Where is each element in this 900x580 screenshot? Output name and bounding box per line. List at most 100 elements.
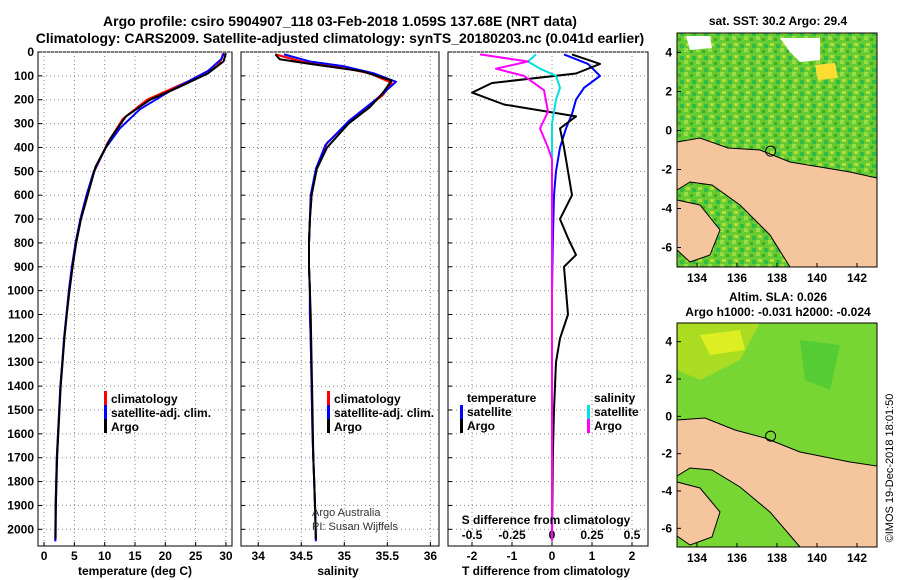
- float-position-marker: [765, 430, 777, 442]
- y-tick-label: 1500: [7, 403, 34, 417]
- y-tick-label: 1600: [7, 427, 34, 441]
- map-y-tick-label: 4: [665, 46, 672, 60]
- y-tick-label: 1800: [7, 475, 34, 489]
- y-tick-label: 1700: [7, 451, 34, 465]
- sla-low-patch: [800, 340, 840, 390]
- map-x-tick-label: 136: [727, 551, 747, 565]
- x-tick-label: 34.5: [290, 549, 314, 563]
- salinity-legend: climatology satellite-adj. clim. Argo: [327, 391, 434, 434]
- x-tick-label-top: 0.5: [624, 528, 641, 542]
- y-tick-label: 1300: [7, 355, 34, 369]
- map-y-tick-label: 4: [665, 335, 672, 349]
- difference-axes-frame: [447, 51, 649, 547]
- map-x-tick-label: 134: [687, 271, 707, 285]
- y-tick-label: 200: [14, 93, 34, 107]
- x-tick-label: -1: [507, 549, 518, 563]
- float-position-marker: [765, 145, 777, 157]
- y-tick-label: 900: [14, 260, 34, 274]
- map-y-tick-label: -2: [661, 163, 672, 177]
- temperature-legend: climatology satellite-adj. clim. Argo: [104, 391, 211, 434]
- legend-satellite: satellite-adj. clim.: [111, 406, 211, 420]
- difference-legend: temperature satellite Argo salinity sate…: [460, 391, 639, 433]
- map-y-tick-label: -2: [661, 447, 672, 461]
- x-tick-label: 20: [159, 549, 173, 563]
- x-tick-label-top: 0.25: [580, 528, 604, 542]
- x-tick-label: 5: [71, 549, 78, 563]
- sst-warm-patch: [815, 63, 838, 80]
- difference-series-temperature-argo: [471, 53, 601, 539]
- x-tick-label: 35: [338, 549, 352, 563]
- legend-s-argo: Argo: [594, 419, 622, 433]
- legend-argo: Argo: [334, 420, 362, 434]
- salinity-profile-panel: 34 34.5 35 35.5 36 salinity climatology sate…: [240, 51, 440, 578]
- map-y-tick-label: 2: [665, 372, 672, 386]
- sst-missing-data: [686, 36, 712, 50]
- temperature-axes-frame: [37, 51, 233, 547]
- legend-swatch-climatology: [104, 391, 107, 405]
- pi-text: PI: Susan Wijffels: [312, 521, 398, 533]
- timestamp-stamp: ©IMOS 19-Dec-2018 18:01:50: [884, 394, 896, 543]
- y-tick-label: 1200: [7, 331, 34, 345]
- y-tick-label: 100: [14, 69, 34, 83]
- y-tick-label: 400: [14, 140, 34, 154]
- sla-high-patch: [700, 330, 745, 355]
- salinity-axes-frame: [240, 51, 440, 547]
- map-x-tick-label: 138: [767, 271, 787, 285]
- x-tick-label: 34: [252, 549, 266, 563]
- difference-xlabel-top: S difference from climatology: [462, 513, 631, 527]
- sla-map-title2: Argo h1000: -0.031 h2000: -0.024: [685, 305, 871, 319]
- legend-swatch-s-satellite: [587, 405, 590, 419]
- map-y-tick-label: -6: [661, 521, 672, 535]
- map-y-tick-label: -4: [661, 202, 672, 216]
- legend-swatch-climatology: [327, 391, 330, 405]
- x-tick-label: 10: [98, 549, 112, 563]
- x-tick-label: 2: [629, 549, 636, 563]
- y-tick-label: 1000: [7, 284, 34, 298]
- legend-s-satellite: satellite: [594, 405, 639, 419]
- x-tick-label: -2: [467, 549, 478, 563]
- x-tick-label: 15: [128, 549, 142, 563]
- legend-swatch-s-argo: [587, 419, 590, 433]
- sst-map: sat. SST: 30.2 Argo: 29.4 134 136 138 140 14…: [661, 14, 878, 285]
- map-x-tick-label: 138: [767, 551, 787, 565]
- map-x-tick-label: 142: [847, 271, 867, 285]
- y-tick-label: 500: [14, 164, 34, 178]
- map-x-tick-label: 140: [807, 271, 827, 285]
- legend-t-argo: Argo: [467, 419, 495, 433]
- temperature-xlabel: temperature (deg C): [78, 564, 192, 578]
- y-tick-label: 1100: [8, 308, 34, 322]
- y-tick-label: 0: [27, 45, 34, 59]
- sst-missing-data: [780, 38, 820, 62]
- y-tick-label: 800: [14, 236, 34, 250]
- x-tick-label-top: -0.5: [462, 528, 483, 542]
- y-tick-label: 2000: [7, 522, 34, 536]
- sla-map: Altim. SLA: 0.026 Argo h1000: -0.031 h20…: [661, 290, 878, 565]
- x-tick-label: 30: [219, 549, 233, 563]
- legend-swatch-satellite: [104, 405, 107, 419]
- legend-swatch-argo: [327, 419, 330, 433]
- y-tick-label: 600: [14, 188, 34, 202]
- y-tick-label: 300: [14, 117, 34, 131]
- salinity-series-argo: [274, 53, 393, 539]
- legend-argo: Argo: [111, 420, 139, 434]
- map-y-tick-label: 0: [665, 124, 672, 138]
- title-line2: Climatology: CARS2009. Satellite-adjuste…: [36, 30, 644, 46]
- legend-swatch-t-satellite: [460, 405, 463, 419]
- legend-swatch-satellite: [327, 405, 330, 419]
- legend-temperature-title: temperature: [467, 391, 537, 405]
- sst-map-title: sat. SST: 30.2 Argo: 29.4: [709, 14, 848, 28]
- y-tick-label: 1400: [7, 379, 34, 393]
- legend-satellite: satellite-adj. clim.: [334, 406, 434, 420]
- map-x-tick-label: 136: [727, 271, 747, 285]
- legend-swatch-argo: [104, 419, 107, 433]
- temperature-series-argo: [54, 52, 227, 539]
- difference-xlabel: T difference from climatology: [462, 564, 630, 578]
- map-y-tick-label: -6: [661, 241, 672, 255]
- x-tick-label: 0: [41, 549, 48, 563]
- salinity-xlabel: salinity: [317, 564, 359, 578]
- map-x-tick-label: 142: [847, 551, 867, 565]
- map-y-tick-label: 0: [665, 409, 672, 423]
- title-line1: Argo profile: csiro 5904907_118 03-Feb-2…: [103, 13, 577, 29]
- difference-panel: -2 -1 0 1 2-0.5 -0.25 0 0.25 0.5 T difference fr…: [447, 51, 649, 578]
- legend-t-satellite: satellite: [467, 405, 512, 419]
